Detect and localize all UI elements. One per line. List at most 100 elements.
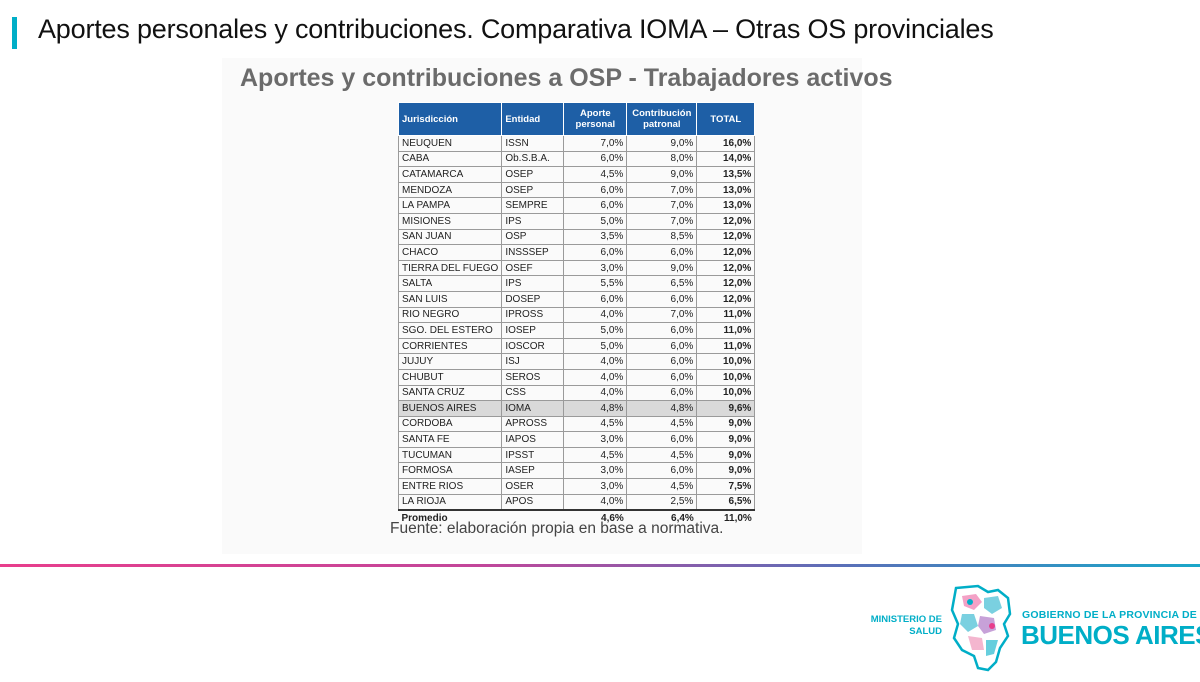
footer-divider [0, 564, 1200, 567]
cell-jurisdiccion: SGO. DEL ESTERO [397, 322, 503, 339]
cell-aporte: 4,0% [563, 368, 628, 386]
province-name: BUENOS AIRES [1021, 620, 1200, 650]
cell-contribucion: 6,0% [626, 290, 698, 308]
cell-contribucion: 4,5% [626, 478, 698, 495]
average-label: Promedio [398, 509, 502, 526]
table-row: MISIONES IPS 5,0% 7,0% 12,0% [397, 212, 756, 230]
cell-aporte: 4,0% [563, 306, 628, 324]
table-body: NEUQUEN ISSN 7,0% 9,0% 16,0% CABA Ob.S.B.A. 6,0… [397, 135, 756, 511]
cell-entidad: OSEP [501, 181, 565, 199]
cell-total: 12,0% [696, 212, 756, 230]
ministry-line2: SALUD [909, 626, 942, 637]
cell-entidad: IPS [501, 275, 565, 292]
table-heading: Aportes y contribuciones a OSP - Trabaja… [240, 64, 893, 92]
contributions-table: Jurisdicción Entidad Aporte personal Con… [397, 102, 756, 526]
ministry-line1: MINISTERIO DE [870, 614, 942, 625]
cell-total: 10,0% [696, 353, 756, 370]
cell-aporte: 3,0% [563, 259, 628, 277]
cell-aporte: 3,0% [563, 462, 628, 480]
table-source: Fuente: elaboración propia en base a nor… [390, 520, 724, 537]
cell-total: 11,0% [696, 337, 756, 355]
cell-aporte: 4,0% [563, 353, 628, 370]
cell-entidad: ISJ [501, 353, 565, 370]
average-row: Promedio 4,6% 6,4% 11,0% [398, 509, 755, 526]
table-row: RIO NEGRO IPROSS 4,0% 7,0% 11,0% [397, 306, 756, 324]
page-title: Aportes personales y contribuciones. Com… [38, 14, 994, 44]
cell-contribucion: 6,0% [626, 384, 698, 402]
cell-contribucion: 7,0% [626, 306, 698, 324]
cell-aporte: 6,0% [563, 181, 628, 199]
table-row: CORDOBA APROSS 4,5% 4,5% 9,0% [397, 415, 756, 433]
cell-aporte: 3,0% [563, 431, 628, 448]
cell-contribucion: 8,5% [626, 228, 698, 246]
cell-contribucion: 6,0% [626, 431, 698, 448]
cell-jurisdiccion: LA PAMPA [397, 197, 503, 214]
cell-contribucion: 6,0% [626, 353, 698, 370]
cell-jurisdiccion: BUENOS AIRES [397, 400, 503, 417]
cell-aporte: 3,0% [563, 478, 628, 495]
cell-entidad: IPROSS [501, 306, 565, 324]
cell-total: 9,6% [696, 400, 756, 417]
cell-jurisdiccion: LA RIOJA [397, 493, 503, 511]
cell-total: 12,0% [696, 259, 756, 277]
cell-total: 9,0% [696, 431, 756, 448]
cell-jurisdiccion: SAN LUIS [397, 290, 503, 308]
cell-aporte: 4,0% [563, 384, 628, 402]
cell-aporte: 4,5% [563, 415, 628, 433]
cell-entidad: OSP [501, 228, 565, 246]
cell-jurisdiccion: CORDOBA [397, 415, 503, 433]
cell-contribucion: 6,0% [626, 368, 698, 386]
cell-entidad: Ob.S.B.A. [501, 150, 565, 168]
cell-entidad: IAPOS [501, 431, 565, 448]
cell-aporte: 6,0% [563, 150, 628, 168]
table-row: TIERRA DEL FUEGO OSEF 3,0% 9,0% 12,0% [397, 259, 756, 277]
cell-jurisdiccion: FORMOSA [397, 462, 503, 480]
cell-contribucion: 4,5% [626, 415, 698, 433]
table-row: MENDOZA OSEP 6,0% 7,0% 13,0% [397, 181, 756, 199]
cell-contribucion: 4,8% [626, 400, 698, 417]
cell-contribucion: 2,5% [626, 493, 698, 511]
average-contribucion: 6,4% [626, 509, 697, 526]
cell-total: 11,0% [696, 306, 756, 324]
cell-total: 9,0% [696, 446, 756, 464]
cell-entidad: SEMPRE [501, 197, 565, 214]
cell-jurisdiccion: TIERRA DEL FUEGO [397, 259, 503, 277]
cell-aporte: 6,0% [563, 290, 628, 308]
cell-total: 12,0% [696, 244, 756, 261]
cell-aporte: 7,0% [563, 135, 628, 152]
table-row: FORMOSA IASEP 3,0% 6,0% 9,0% [397, 462, 756, 480]
cell-jurisdiccion: CABA [397, 150, 503, 168]
cell-total: 12,0% [696, 228, 756, 246]
cell-contribucion: 4,5% [626, 446, 698, 464]
cell-total: 13,5% [696, 166, 756, 183]
table-row: ENTRE RIOS OSER 3,0% 4,5% 7,5% [397, 478, 756, 495]
cell-jurisdiccion: TUCUMAN [397, 446, 503, 464]
cell-jurisdiccion: JUJUY [397, 353, 503, 370]
cell-jurisdiccion: MISIONES [397, 212, 503, 230]
cell-contribucion: 9,0% [626, 166, 698, 183]
average-entidad [501, 509, 564, 526]
table-row: SAN JUAN OSP 3,5% 8,5% 12,0% [397, 228, 756, 246]
cell-entidad: APOS [501, 493, 565, 511]
cell-aporte: 4,0% [563, 493, 628, 511]
cell-jurisdiccion: CATAMARCA [397, 166, 503, 183]
cell-aporte: 5,0% [563, 322, 628, 339]
table-row: SGO. DEL ESTERO IOSEP 5,0% 6,0% 11,0% [397, 322, 756, 339]
table-row: CABA Ob.S.B.A. 6,0% 8,0% 14,0% [397, 150, 756, 168]
cell-total: 11,0% [696, 322, 756, 339]
cell-contribucion: 7,0% [626, 197, 698, 214]
cell-aporte: 5,0% [563, 212, 628, 230]
cell-contribucion: 6,0% [626, 244, 698, 261]
header-aporte-line1: Aporte [580, 108, 611, 119]
table-row: LA RIOJA APOS 4,0% 2,5% 6,5% [397, 493, 756, 511]
title-accent-bar [12, 17, 17, 49]
header-aporte: Aporte personal [563, 102, 628, 136]
cell-entidad: DOSEP [501, 290, 565, 308]
table-row: CATAMARCA OSEP 4,5% 9,0% 13,5% [397, 166, 756, 183]
cell-total: 16,0% [696, 135, 756, 152]
cell-contribucion: 8,0% [626, 150, 698, 168]
cell-jurisdiccion: SANTA FE [397, 431, 503, 448]
province-map-logo-icon [950, 584, 1012, 672]
table-row: SANTA FE IAPOS 3,0% 6,0% 9,0% [397, 431, 756, 448]
cell-total: 10,0% [696, 368, 756, 386]
